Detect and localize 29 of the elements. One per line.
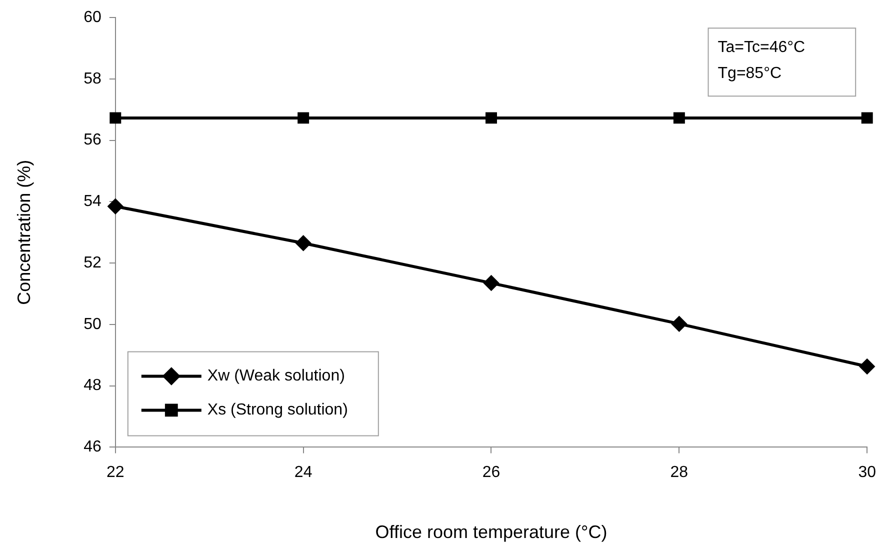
legend-label: Xs (Strong solution) — [207, 402, 348, 419]
y-tick-label: 52 — [84, 254, 102, 272]
point — [860, 358, 875, 374]
point — [484, 276, 499, 291]
y-tick-label: 50 — [84, 316, 102, 333]
point — [296, 236, 311, 251]
x-tick-label: 26 — [482, 464, 500, 482]
point — [108, 198, 123, 214]
x-tick-label: 24 — [294, 464, 312, 482]
x-tick-label: 28 — [670, 464, 688, 482]
y-axis-title: Concentration (%) — [14, 160, 34, 305]
x-axis-title: Office room temperature (°C) — [375, 522, 608, 542]
legend-label: Xw (Weak solution) — [207, 368, 345, 385]
point — [861, 112, 873, 124]
y-tick-label: 60 — [84, 9, 102, 26]
x-tick-label: 30 — [858, 464, 876, 482]
annotation: Ta=Tc=46°C — [718, 39, 806, 56]
y-tick-label: 48 — [84, 377, 102, 394]
point — [298, 112, 310, 124]
y-tick-label: 54 — [84, 193, 102, 210]
y-tick-label: 46 — [84, 438, 102, 456]
y-tick-label: 58 — [84, 70, 102, 88]
point — [673, 112, 685, 124]
point — [110, 112, 122, 124]
y-tick-label: 56 — [84, 132, 102, 149]
point — [672, 316, 687, 332]
point — [486, 112, 497, 124]
x-tick-label: 22 — [106, 464, 124, 482]
annotation: Tg=85°C — [718, 65, 782, 82]
